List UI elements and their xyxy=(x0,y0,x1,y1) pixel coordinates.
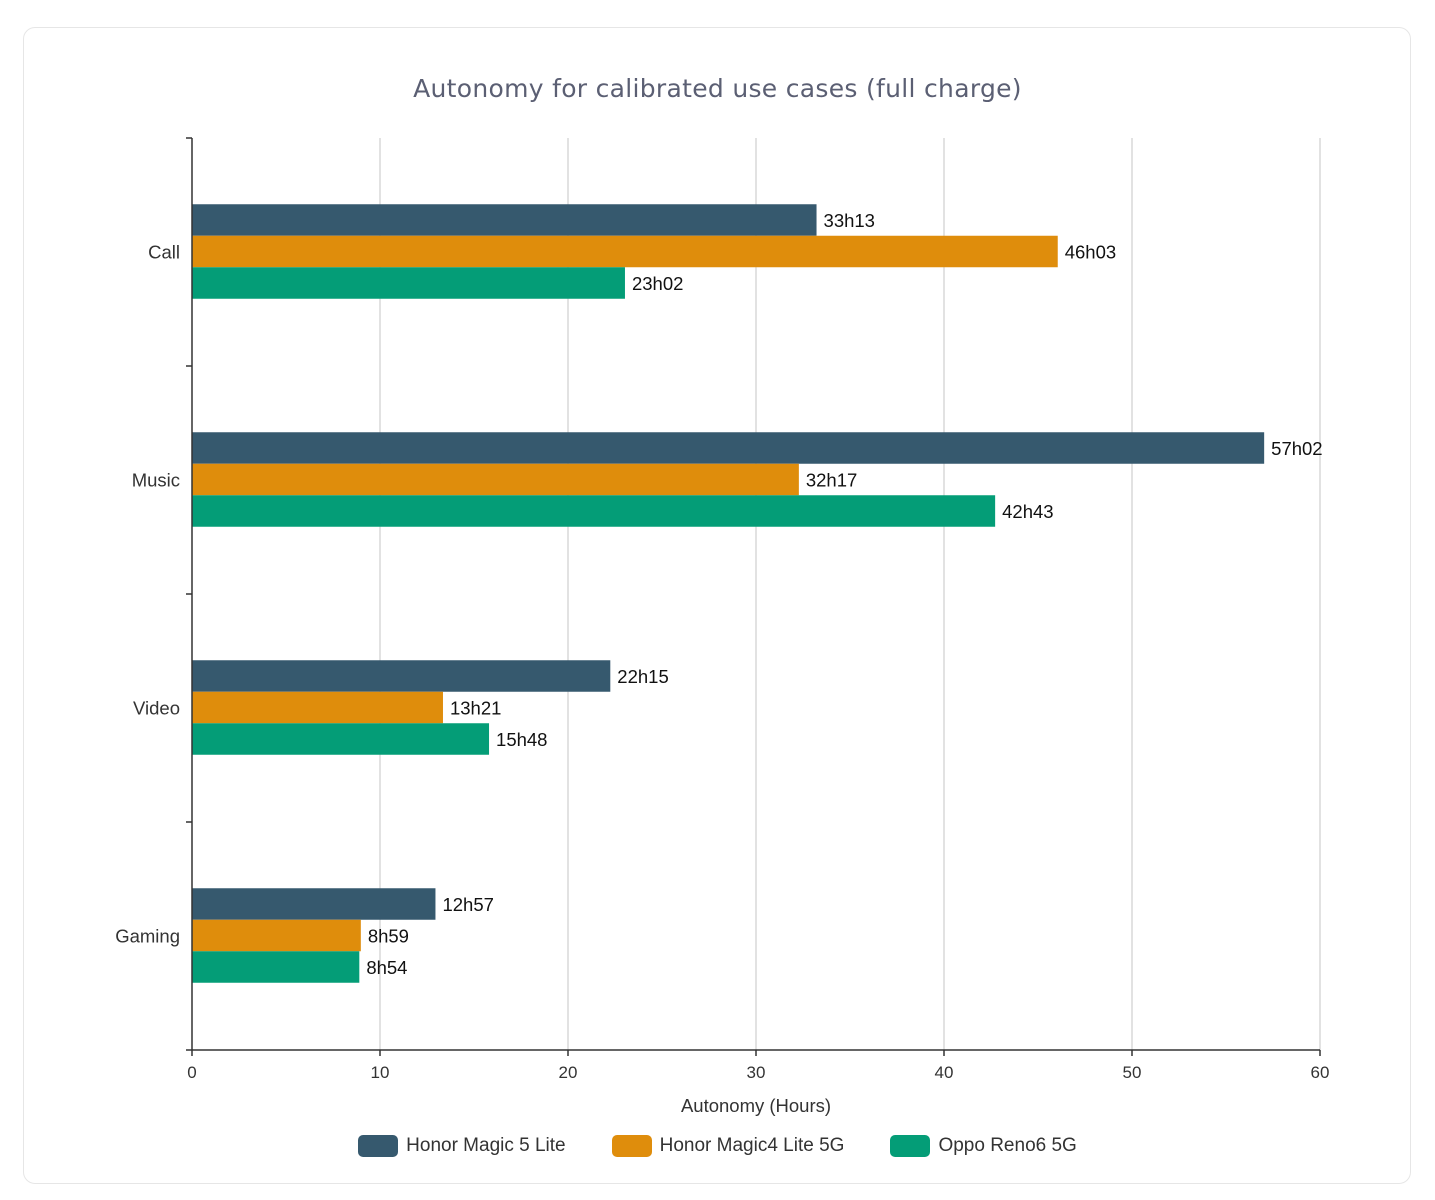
bar xyxy=(192,235,1058,268)
data-label: 22h15 xyxy=(617,666,668,687)
data-label: 12h57 xyxy=(442,894,493,915)
x-tick-label: 60 xyxy=(1311,1063,1330,1082)
x-tick-label: 10 xyxy=(371,1063,390,1082)
x-tick-label: 40 xyxy=(935,1063,954,1082)
bar xyxy=(192,919,361,952)
category-label: Call xyxy=(148,242,180,263)
x-tick-label: 20 xyxy=(559,1063,578,1082)
legend-item[interactable]: Oppo Reno6 5G xyxy=(890,1135,1077,1157)
bar xyxy=(192,951,360,983)
bar xyxy=(192,660,611,692)
data-label: 15h48 xyxy=(496,729,547,750)
legend-swatch xyxy=(890,1135,931,1157)
chart-title: Autonomy for calibrated use cases (full … xyxy=(413,74,1022,103)
data-label: 42h43 xyxy=(1002,501,1053,522)
category-label: Music xyxy=(132,470,180,491)
bar xyxy=(192,495,996,527)
data-label: 57h02 xyxy=(1271,438,1322,459)
legend-item[interactable]: Honor Magic 5 Lite xyxy=(358,1135,566,1157)
x-tick-label: 0 xyxy=(187,1063,196,1082)
legend-label: Honor Magic4 Lite 5G xyxy=(659,1135,845,1156)
category-label: Gaming xyxy=(115,926,180,947)
data-label: 13h21 xyxy=(450,698,501,719)
x-axis-label: Autonomy (Hours) xyxy=(681,1095,831,1116)
bar xyxy=(192,723,490,755)
data-label: 46h03 xyxy=(1065,242,1116,263)
legend-swatch xyxy=(611,1135,652,1157)
bar xyxy=(192,267,625,299)
legend-label: Honor Magic 5 Lite xyxy=(406,1135,566,1156)
data-label: 33h13 xyxy=(824,210,875,231)
bar xyxy=(192,204,817,236)
data-label: 8h59 xyxy=(368,926,409,947)
category-label: Video xyxy=(133,698,180,719)
bar xyxy=(192,888,436,920)
x-tick-label: 30 xyxy=(747,1063,766,1082)
data-label: 32h17 xyxy=(806,470,857,491)
legend-label: Oppo Reno6 5G xyxy=(938,1135,1077,1156)
data-label: 8h54 xyxy=(366,957,407,978)
chart-legend: Honor Magic 5 Lite Honor Magic4 Lite 5G Op… xyxy=(0,1135,1435,1157)
legend-swatch xyxy=(358,1135,399,1157)
bar xyxy=(192,691,443,724)
x-tick-label: 50 xyxy=(1123,1063,1142,1082)
bar xyxy=(192,463,799,496)
bar xyxy=(192,432,1265,464)
legend-item[interactable]: Honor Magic4 Lite 5G xyxy=(611,1135,845,1157)
data-label: 23h02 xyxy=(632,273,683,294)
